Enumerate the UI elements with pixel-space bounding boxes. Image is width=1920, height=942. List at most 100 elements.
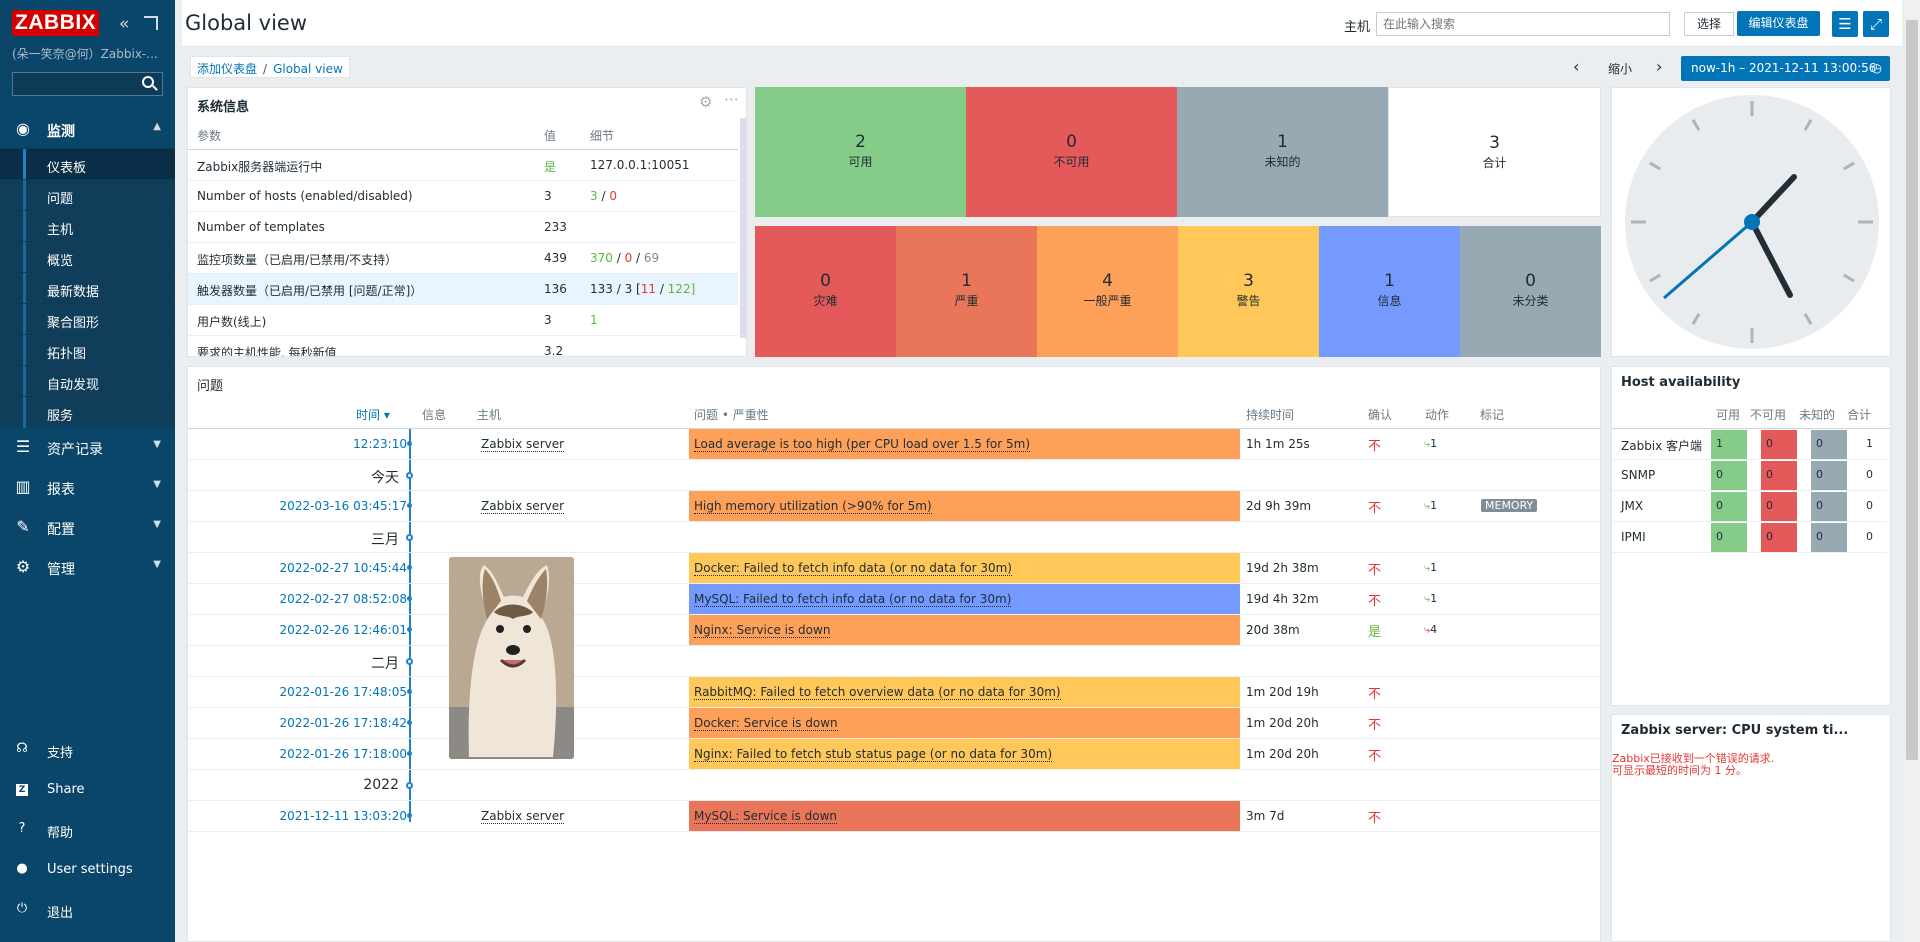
problem-ack[interactable]: 不 xyxy=(1368,439,1382,454)
problem-host[interactable]: Zabbix server xyxy=(481,499,565,514)
problem-actions[interactable]: ⤷1 xyxy=(1424,437,1437,451)
availability-cell[interactable]: 0 xyxy=(1811,523,1847,552)
problem-bar[interactable]: Docker: Failed to fetch info data (or no… xyxy=(689,553,1240,583)
problem-name[interactable]: Docker: Service is down xyxy=(694,716,838,731)
problem-time[interactable]: 2022-01-26 17:48:05 xyxy=(279,685,407,699)
problem-time[interactable]: 2022-02-26 12:46:01 xyxy=(279,623,407,637)
availability-cell[interactable]: 0 xyxy=(1811,492,1847,521)
severity-tile[interactable]: 1 信息 xyxy=(1319,226,1460,357)
problem-tag[interactable]: MEMORY xyxy=(1481,499,1538,512)
problem-name[interactable]: Nginx: Service is down xyxy=(694,623,831,638)
submenu-item[interactable]: 概览 xyxy=(0,241,175,273)
submenu-item[interactable]: 服务 xyxy=(0,396,175,428)
widget-more-icon[interactable]: ⋯ xyxy=(724,90,739,108)
problem-time[interactable]: 2022-01-26 17:18:42 xyxy=(279,716,407,730)
problem-name[interactable]: Nginx: Failed to fetch stub status page … xyxy=(694,747,1053,762)
select-button[interactable]: 选择 xyxy=(1684,12,1734,36)
problem-actions[interactable]: ⤷4 xyxy=(1424,623,1437,637)
support-link[interactable]: ☊ 支持 xyxy=(0,734,175,766)
availability-cell[interactable]: 0 xyxy=(1861,492,1890,521)
submenu-item[interactable]: 拓扑图 xyxy=(0,334,175,366)
host-status-tile[interactable]: 3 合计 xyxy=(1388,87,1601,217)
problem-time[interactable]: 12:23:10 xyxy=(353,437,407,451)
problem-name[interactable]: High memory utilization (>90% for 5m) xyxy=(694,499,932,514)
problem-actions[interactable]: ⤷1 xyxy=(1424,561,1437,575)
problem-actions[interactable]: ⤷1 xyxy=(1424,592,1437,606)
problem-name[interactable]: MySQL: Failed to fetch info data (or no … xyxy=(694,592,1012,607)
menu-administration[interactable]: ⚙ 管理 ▼ xyxy=(0,549,175,583)
availability-cell[interactable]: 0 xyxy=(1711,461,1747,490)
severity-tile[interactable]: 0 灾难 xyxy=(755,226,896,357)
problem-ack[interactable]: 不 xyxy=(1368,563,1382,578)
availability-cell[interactable]: 1 xyxy=(1861,430,1890,459)
problem-ack[interactable]: 不 xyxy=(1368,687,1382,702)
share-link[interactable]: Z Share xyxy=(0,774,175,806)
problem-name[interactable]: RabbitMQ: Failed to fetch overview data … xyxy=(694,685,1061,700)
problem-bar[interactable]: MySQL: Failed to fetch info data (or no … xyxy=(689,584,1240,614)
problem-time[interactable]: 2022-02-27 10:45:44 xyxy=(279,561,407,575)
problem-name[interactable]: MySQL: Service is down xyxy=(694,809,838,824)
availability-cell[interactable]: 0 xyxy=(1711,523,1747,552)
problem-name[interactable]: Docker: Failed to fetch info data (or no… xyxy=(694,561,1012,576)
breadcrumb-parent[interactable]: 添加仪表盘 xyxy=(197,62,258,76)
time-prev-icon[interactable]: ‹ xyxy=(1573,57,1580,76)
zoom-out-button[interactable]: 缩小 xyxy=(1608,62,1633,76)
collapse-sidebar-icon[interactable]: « xyxy=(119,14,130,34)
submenu-item[interactable]: 最新数据 xyxy=(0,272,175,304)
user-settings-link[interactable]: ● User settings xyxy=(0,854,175,886)
col-time[interactable]: 时间 ▾ xyxy=(356,408,390,422)
availability-cell[interactable]: 0 xyxy=(1761,461,1797,490)
availability-cell[interactable]: 0 xyxy=(1761,492,1797,521)
logout-link[interactable]: ⏻ 退出 xyxy=(0,894,175,926)
help-link[interactable]: ? 帮助 xyxy=(0,814,175,846)
time-next-icon[interactable]: › xyxy=(1656,57,1663,76)
submenu-item[interactable]: 聚合图形 xyxy=(0,303,175,335)
problem-host[interactable]: Zabbix server xyxy=(481,437,565,452)
problem-ack[interactable]: 不 xyxy=(1368,749,1382,764)
submenu-item[interactable]: 仪表板 xyxy=(0,148,175,180)
availability-cell[interactable]: 0 xyxy=(1811,430,1847,459)
availability-cell[interactable]: 0 xyxy=(1711,492,1747,521)
menu-monitoring[interactable]: ◉ 监测 ▲ xyxy=(0,111,175,145)
problem-bar[interactable]: Nginx: Failed to fetch stub status page … xyxy=(689,739,1240,769)
menu-configuration[interactable]: ✎ 配置 ▼ xyxy=(0,509,175,543)
host-status-tile[interactable]: 0 不可用 xyxy=(966,87,1177,217)
zabbix-logo[interactable]: ZABBIX xyxy=(12,10,100,36)
time-range-button[interactable]: now-1h – 2021-12-11 13:00:56 ◷ xyxy=(1681,56,1890,81)
fullscreen-icon[interactable]: ⤢ xyxy=(1863,11,1889,37)
menu-inventory[interactable]: ☰ 资产记录 ▼ xyxy=(0,429,175,463)
problem-name[interactable]: Load average is too high (per CPU load o… xyxy=(694,437,1031,452)
page-scrollbar-thumb[interactable] xyxy=(1906,20,1918,760)
problem-ack[interactable]: 不 xyxy=(1368,811,1382,826)
severity-tile[interactable]: 3 警告 xyxy=(1178,226,1319,357)
problem-time[interactable]: 2022-02-27 08:52:08 xyxy=(279,592,407,606)
availability-cell[interactable]: 0 xyxy=(1811,461,1847,490)
severity-tile[interactable]: 4 一般严重 xyxy=(1037,226,1178,357)
problem-time[interactable]: 2022-01-26 17:18:00 xyxy=(279,747,407,761)
problem-ack[interactable]: 不 xyxy=(1368,501,1382,516)
widget-scrollbar[interactable] xyxy=(740,118,746,338)
availability-cell[interactable]: 0 xyxy=(1761,430,1797,459)
menu-reports[interactable]: ▥ 报表 ▼ xyxy=(0,469,175,503)
submenu-item[interactable]: 主机 xyxy=(0,210,175,242)
problem-bar[interactable]: Nginx: Service is down xyxy=(689,615,1240,645)
sidebar-search-input[interactable] xyxy=(12,72,163,96)
problem-bar[interactable]: MySQL: Service is down xyxy=(689,801,1240,831)
problem-bar[interactable]: Docker: Service is down xyxy=(689,708,1240,738)
edit-dashboard-button[interactable]: 编辑仪表盘 xyxy=(1737,11,1820,36)
problem-host[interactable]: Zabbix server xyxy=(481,809,565,824)
kiosk-mode-icon[interactable] xyxy=(144,16,158,30)
host-status-tile[interactable]: 1 未知的 xyxy=(1177,87,1388,217)
availability-cell[interactable]: 0 xyxy=(1861,461,1890,490)
breadcrumb-current[interactable]: Global view xyxy=(273,62,343,76)
problem-time[interactable]: 2022-03-16 03:45:17 xyxy=(279,499,407,513)
widget-settings-icon[interactable]: ⚙ xyxy=(699,93,713,111)
problem-ack[interactable]: 不 xyxy=(1368,594,1382,609)
host-status-tile[interactable]: 2 可用 xyxy=(755,87,966,217)
problem-bar[interactable]: High memory utilization (>90% for 5m) xyxy=(689,491,1240,521)
severity-tile[interactable]: 0 未分类 xyxy=(1460,226,1601,357)
problem-actions[interactable]: ⤷1 xyxy=(1424,499,1437,513)
severity-tile[interactable]: 1 严重 xyxy=(896,226,1037,357)
host-search-input[interactable] xyxy=(1376,12,1670,36)
problem-time[interactable]: 2021-12-11 13:03:20 xyxy=(279,809,407,823)
